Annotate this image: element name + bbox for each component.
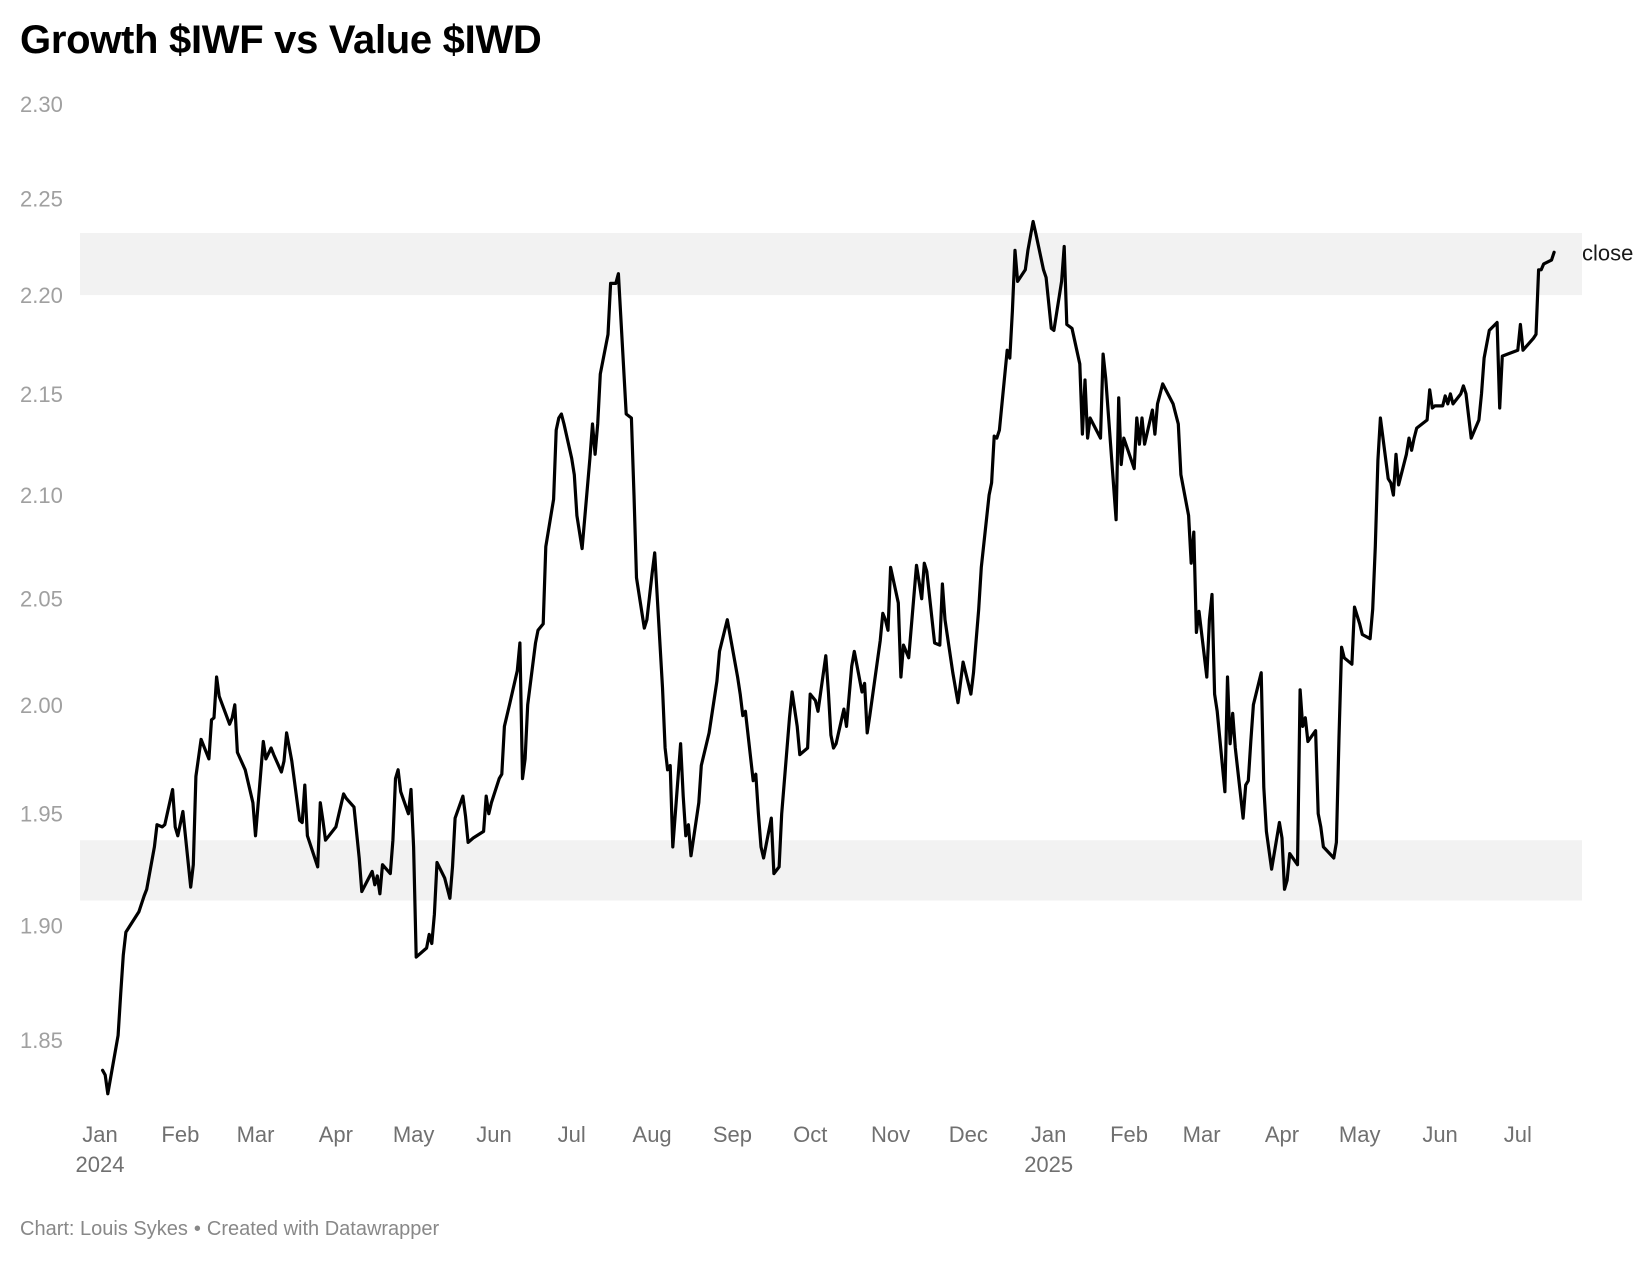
x-tick-label: Aug	[633, 1122, 672, 1147]
y-tick-label: 2.25	[20, 186, 63, 211]
footer-credit[interactable]: Created with Datawrapper	[206, 1218, 440, 1240]
resistance-band	[80, 233, 1582, 296]
x-tick-label: Feb	[161, 1122, 199, 1147]
y-tick-label: 2.20	[20, 283, 63, 308]
series-line-close	[101, 219, 1556, 1096]
x-tick-label: Feb	[1110, 1122, 1148, 1147]
x-tick-year-label: 2025	[1024, 1152, 1073, 1177]
x-tick-label: Sep	[713, 1122, 752, 1147]
line-labels: close	[1582, 240, 1633, 265]
x-tick-label: May	[393, 1122, 435, 1147]
footer-source: Chart: Louis Sykes	[20, 1218, 188, 1240]
series-layer	[101, 219, 1556, 1096]
x-tick-label: Jul	[1504, 1122, 1532, 1147]
x-axis: Jan 2024 Feb Mar Apr May Jun Jul Aug Sep Oct Nov Dec…	[76, 1122, 1532, 1177]
x-tick-label: Dec	[949, 1122, 988, 1147]
highlight-bands	[80, 233, 1582, 901]
x-tick-label: Jan	[82, 1122, 117, 1147]
y-tick-label: 1.90	[20, 913, 63, 938]
y-tick-label: 1.95	[20, 802, 63, 827]
y-tick-label: 1.85	[20, 1028, 63, 1053]
y-tick-label: 2.30	[20, 92, 63, 117]
y-tick-label: 2.00	[20, 693, 63, 718]
support-band	[80, 840, 1582, 901]
x-tick-label: Jul	[558, 1122, 586, 1147]
x-tick-label: Jun	[1422, 1122, 1457, 1147]
y-axis: 2.30 2.25 2.20 2.15 2.10 2.05 2.00 1.95 1.90 1.85	[20, 92, 63, 1053]
chart-footer: Chart: Louis Sykes • Created with Datawrap…	[20, 1218, 439, 1241]
x-tick-label: Nov	[871, 1122, 910, 1147]
x-tick-label: Apr	[1265, 1122, 1299, 1147]
x-tick-label: Mar	[1183, 1122, 1221, 1147]
footer-separator: •	[193, 1218, 201, 1240]
x-tick-label: Jun	[476, 1122, 511, 1147]
y-tick-label: 2.10	[20, 483, 63, 508]
x-tick-year-label: 2024	[76, 1152, 125, 1177]
x-tick-label: Jan	[1031, 1122, 1066, 1147]
y-tick-label: 2.15	[20, 382, 63, 407]
x-tick-label: Oct	[793, 1122, 827, 1147]
x-tick-label: Mar	[237, 1122, 275, 1147]
x-tick-label: Apr	[319, 1122, 353, 1147]
series-points	[103, 221, 1555, 1093]
chart-title: Growth $IWF vs Value $IWD	[20, 18, 542, 62]
line-end-label: close	[1582, 240, 1633, 265]
x-tick-label: May	[1339, 1122, 1381, 1147]
y-tick-label: 2.05	[20, 587, 63, 612]
